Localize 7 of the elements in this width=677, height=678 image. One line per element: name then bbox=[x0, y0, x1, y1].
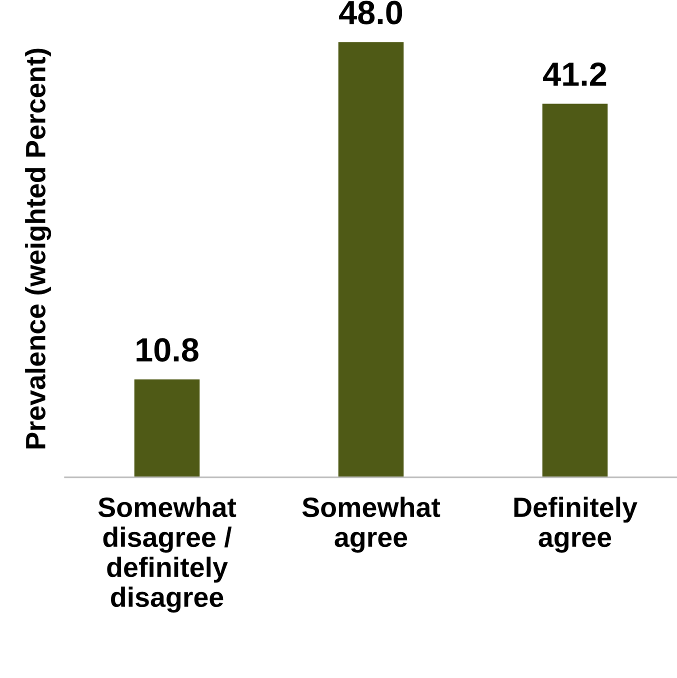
data-label: 10.8 bbox=[136, 338, 198, 362]
data-label: 48.0 bbox=[339, 0, 402, 24]
y-axis-title: Prevalence (weighted Percent) bbox=[25, 48, 52, 448]
data-label: 41.2 bbox=[543, 62, 606, 86]
x-tick-label: Definitely agree bbox=[514, 496, 638, 553]
x-tick-label: Somewhat disagree / definitely disagree bbox=[98, 496, 236, 613]
x-tick-label: Somewhat agree bbox=[302, 496, 440, 553]
